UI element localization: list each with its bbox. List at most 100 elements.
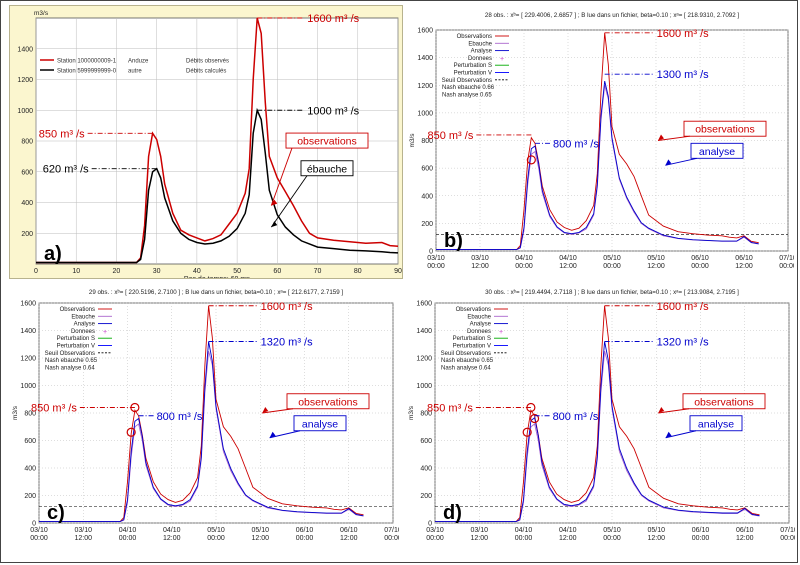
legend-label: Perturbation V [453,344,491,350]
callout-arrow [262,408,294,414]
nash-score: Nash analyse 0.65 [442,92,492,98]
legend-label: Débits observés [186,59,229,65]
x-tick-label: 04/10 [119,527,137,534]
legend-label: Perturbation S [453,336,491,342]
callout-arrowhead [269,431,276,438]
x-tick-label: 00:00 [30,535,48,542]
y-tick-label: 200 [421,221,433,228]
x-tick-label: 30 [153,268,161,275]
x-tick-label: 10 [72,268,80,275]
annotation-label: 1600 m³ /s [657,301,709,313]
series-line-analyse [436,80,759,251]
panel-letter: a) [44,243,62,265]
legend-label: Analyse [471,49,493,55]
nash-score: Nash analyse 0.64 [441,365,491,371]
y-tick-label: 400 [24,466,36,473]
x-tick-label: 03/10 [471,255,489,262]
panel-letter: d) [443,502,462,524]
x-tick-label: 12:00 [735,263,753,270]
x-tick-label: 04/10 [515,255,533,262]
callout-arrowhead [665,431,672,438]
callout-box [285,132,369,149]
annotation-label: 1600 m³ /s [657,28,709,40]
x-tick-label: 00:00 [296,535,314,542]
data-marker-circle [529,413,540,424]
legend-plus-marker: + [499,329,503,336]
x-tick-label: 50 [233,268,241,275]
legend-label: Seuil Observations [45,351,95,357]
annotation-label: 850 m³ /s [427,403,473,415]
callout-label: observations [695,124,755,136]
x-tick-label: 06/10 [296,527,314,534]
legend-label: Ebauche [71,314,95,320]
x-tick-label: 00:00 [515,535,533,542]
callout-box [293,415,347,432]
x-tick-label: 03/10 [470,527,488,534]
x-tick-label: 07/10 [384,527,399,534]
legend-label: Observations [60,307,95,313]
legend-label: Ebauche [467,314,491,320]
callout-arrowhead [658,134,664,141]
y-tick-label: 1000 [20,383,36,390]
annotation-label: 1600 m³ /s [307,13,359,25]
chart-c: 29 obs. : xᵇ= [ 220.5196, 2.7100 ] ; B l… [12,289,399,542]
callout-arrow [665,430,697,439]
x-tick-label: 05/10 [251,527,269,534]
annotation-label: 850 m³ /s [31,403,77,415]
x-tick-label: 05/10 [647,527,665,534]
y-tick-label: 1400 [417,55,433,62]
x-tick-label: 03/10 [427,255,445,262]
x-axis-label: Pas de temps: 60 mn [184,276,250,278]
callout-box [682,393,766,410]
legend-station-name: autre [128,69,142,75]
x-tick-label: 04/10 [559,255,577,262]
y-tick-label: 1400 [17,46,33,53]
annotation-label: 1320 m³ /s [657,337,709,349]
y-tick-label: 1400 [416,328,432,335]
legend-label: Ebauche [468,41,492,47]
x-tick-label: 12:00 [340,535,358,542]
callout-label: analyse [698,418,734,430]
y-tick-label: 800 [421,138,433,145]
legend-label: Donnees [467,329,491,335]
x-tick-label: 00:00 [779,263,794,270]
x-tick-label: 00:00 [603,535,621,542]
x-tick-label: 06/10 [735,255,753,262]
annotation-label: 850 m³ /s [427,130,473,142]
x-tick-label: 12:00 [163,535,181,542]
x-tick-label: 00:00 [426,535,444,542]
legend-plus-marker: + [500,56,504,63]
panel-d: 30 obs. : xᵇ= [ 219.4494, 2.7118 ] ; B l… [405,285,795,557]
legend-label: Perturbation V [454,71,492,77]
callout-arrow [658,408,690,414]
series-line-analyse [39,341,364,523]
y-tick-label: 600 [24,438,36,445]
x-tick-label: 06/10 [692,527,710,534]
callout-arrow [270,175,308,228]
x-tick-label: 12:00 [251,535,269,542]
y-tick-label: 400 [421,193,433,200]
y-tick-label: 800 [420,411,432,418]
callout-label: analyse [699,146,735,158]
panel-b: 28 obs. : xᵇ= [ 229.4006, 2.6857 ] ; B l… [406,5,794,277]
y-tick-label: 600 [420,438,432,445]
legend-label: Perturbation S [57,336,95,342]
y-tick-label: 1200 [416,356,432,363]
x-tick-label: 12:00 [647,263,665,270]
callout-box [689,415,743,432]
x-tick-label: 00:00 [515,263,533,270]
x-tick-label: 07/10 [780,527,795,534]
callout-label: observations [694,396,754,408]
y-tick-label: 200 [21,231,33,238]
annotation-label: 850 m³ /s [39,128,85,140]
x-tick-label: 06/10 [691,255,709,262]
x-tick-label: 04/10 [515,527,533,534]
nash-score: Nash ebauche 0.66 [442,85,495,91]
x-tick-label: 12:00 [559,263,577,270]
chart-header: 29 obs. : xᵇ= [ 220.5196, 2.7100 ] ; B l… [89,289,343,296]
chart-b: 28 obs. : xᵇ= [ 229.4006, 2.6857 ] ; B l… [409,12,794,270]
legend-label: Observations [457,34,492,40]
x-tick-label: 00:00 [119,535,137,542]
callout-label: observations [297,136,357,148]
